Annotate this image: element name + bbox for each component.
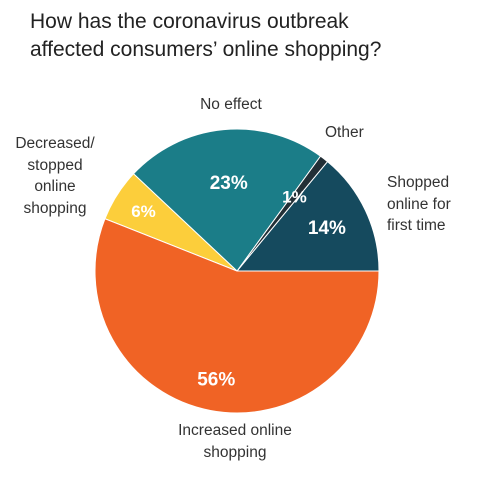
slice-label-line: first time bbox=[387, 217, 446, 234]
pie-slice-increased bbox=[94, 218, 380, 414]
pie-value-label-other: 1% bbox=[282, 187, 307, 206]
slice-label-line: Shopped bbox=[387, 174, 450, 191]
pie-value-label-decreased: 6% bbox=[131, 202, 156, 221]
chart-title-line-2: affected consumers’ online shopping? bbox=[30, 38, 382, 61]
pie-slices bbox=[94, 128, 380, 414]
pie-value-label-no-effect: 23% bbox=[210, 173, 248, 194]
pie-value-labels: 14%1% 23% 6% 56% bbox=[131, 173, 346, 390]
chart-title-line-1: How has the coronavirus outbreak bbox=[30, 10, 349, 33]
pie-slice-no-effect bbox=[132, 128, 322, 272]
pie-value-label-shopped-first-time: 14% bbox=[308, 218, 346, 239]
slice-label-line: online for bbox=[387, 195, 451, 213]
pie-slice-shopped-first-time bbox=[235, 160, 380, 272]
slice-label-other: Other bbox=[325, 122, 364, 144]
slice-label-line: stopped bbox=[27, 156, 83, 174]
chart-title: How has the coronavirus outbreak affecte… bbox=[30, 8, 470, 64]
slice-label-shopped-first-time: Shopped online for first time bbox=[387, 172, 451, 237]
slice-label-line: No effect bbox=[200, 96, 262, 113]
slice-label-line: shopping bbox=[203, 443, 267, 461]
slice-label-decreased: Decreased/ stopped online shopping bbox=[2, 133, 108, 219]
pie-value-label-increased: 56% bbox=[197, 369, 235, 390]
slice-label-increased: Increased online shopping bbox=[140, 420, 330, 463]
slice-label-line: shopping bbox=[23, 199, 87, 217]
slice-label-line: Increased online bbox=[178, 422, 292, 439]
slice-label-line: Other bbox=[325, 124, 364, 141]
slice-label-no-effect: No effect bbox=[171, 94, 291, 116]
slice-label-line: Decreased/ bbox=[15, 135, 95, 152]
slice-label-line: online bbox=[34, 178, 76, 195]
